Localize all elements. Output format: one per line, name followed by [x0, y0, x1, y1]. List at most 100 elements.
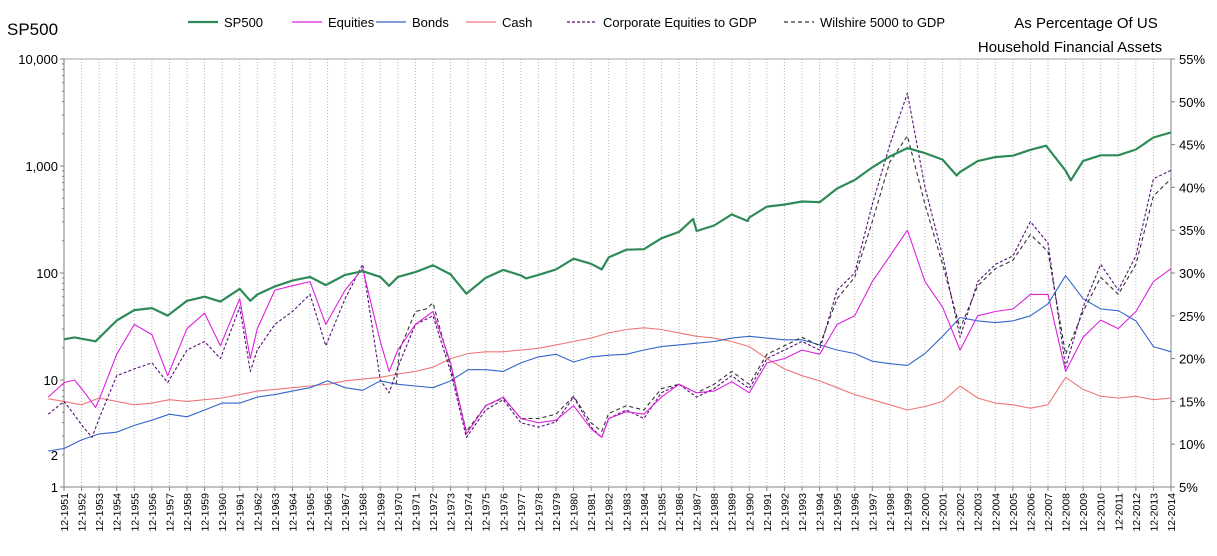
- left-tick-label: 100: [36, 266, 58, 281]
- x-tick-label: 12-1959: [200, 493, 212, 532]
- x-tick-label: 12-1982: [604, 493, 616, 532]
- series-line-wilshire-5000-to-gdp: [395, 135, 1172, 432]
- right-tick-label: 55%: [1179, 52, 1205, 67]
- left-tick-label: 10: [44, 373, 58, 388]
- x-tick-label: 12-2005: [1008, 493, 1020, 532]
- right-axis-title-line2: Household Financial Assets: [978, 39, 1162, 56]
- x-tick-label: 12-1969: [375, 493, 387, 532]
- x-tick-label: 12-1981: [586, 493, 598, 532]
- x-tick-label: 12-1970: [393, 493, 405, 532]
- x-tick-label: 12-1968: [358, 493, 370, 532]
- x-tick-label: 12-1960: [217, 493, 229, 532]
- x-tick-label: 12-2003: [973, 493, 985, 532]
- x-tick-label: 12-1996: [850, 493, 862, 532]
- x-tick-label: 12-1977: [516, 493, 528, 532]
- x-tick-label: 12-1980: [569, 493, 581, 532]
- x-tick-label: 12-2014: [1166, 493, 1178, 532]
- right-tick-label: 50%: [1179, 95, 1205, 110]
- x-tick-label: 12-1986: [674, 493, 686, 532]
- x-tick-label: 12-1979: [551, 493, 563, 532]
- x-tick-label: 12-1954: [112, 493, 124, 532]
- x-tick-label: 12-2007: [1043, 493, 1055, 532]
- x-tick-label: 12-1957: [164, 493, 176, 532]
- x-tick-label: 12-1965: [305, 493, 317, 532]
- series-line-cash: [48, 327, 1172, 411]
- axes: [63, 58, 1172, 488]
- left-axis-title: SP500: [7, 20, 58, 39]
- x-tick-label: 12-1961: [235, 493, 247, 532]
- x-tick-label: 12-1967: [340, 493, 352, 532]
- x-tick-label: 12-1963: [270, 493, 282, 532]
- x-tick-label: 12-2000: [920, 493, 932, 532]
- left-axis-ticks: 1 10 100 1,000 10,000 2: [18, 52, 64, 495]
- right-tick-label: 35%: [1179, 223, 1205, 238]
- legend-label: Wilshire 5000 to GDP: [820, 15, 945, 30]
- right-tick-label: 15%: [1179, 394, 1205, 409]
- x-tick-label: 12-1989: [727, 493, 739, 532]
- right-axis-ticks: 5% 10% 15% 20% 25% 30% 35% 40% 45% 50% 55%: [1171, 52, 1205, 495]
- x-tick-label: 12-1991: [762, 493, 774, 532]
- right-tick-label: 10%: [1179, 437, 1205, 452]
- legend-label: Equities: [328, 15, 375, 30]
- x-tick-label: 12-1990: [744, 493, 756, 532]
- right-tick-label: 30%: [1179, 266, 1205, 281]
- x-tick-label: 12-1997: [867, 493, 879, 532]
- x-tick-label: 12-1964: [287, 493, 299, 532]
- legend: SP500 Equities Bonds Cash Corporate Equities…: [188, 15, 945, 30]
- x-tick-label: 12-1955: [129, 493, 141, 532]
- series-lines: [47, 92, 1172, 452]
- x-tick-label: 12-1995: [832, 493, 844, 532]
- x-tick-label: 12-1951: [59, 493, 71, 532]
- legend-label: SP500: [224, 15, 263, 30]
- legend-label: Cash: [502, 15, 532, 30]
- series-line-bonds: [48, 275, 1172, 452]
- legend-label: Corporate Equities to GDP: [603, 15, 757, 30]
- x-tick-label: 12-1992: [779, 493, 791, 532]
- x-tick-label: 12-2008: [1061, 493, 1073, 532]
- x-tick-label: 12-2012: [1131, 493, 1143, 532]
- series-line-corporate-equities-to-gdp: [47, 92, 1172, 438]
- legend-label: Bonds: [412, 15, 449, 30]
- x-tick-label: 12-2002: [955, 493, 967, 532]
- x-tick-label: 12-2004: [990, 493, 1002, 532]
- right-tick-label: 20%: [1179, 352, 1205, 367]
- x-tick-label: 12-1966: [323, 493, 335, 532]
- right-tick-label: 40%: [1179, 180, 1205, 195]
- right-tick-label: 5%: [1179, 480, 1198, 495]
- x-tick-label: 12-1973: [446, 493, 458, 532]
- x-tick-label: 12-1958: [182, 493, 194, 532]
- x-tick-label: 12-2006: [1025, 493, 1037, 532]
- x-tick-label: 12-1978: [533, 493, 545, 532]
- right-tick-label: 25%: [1179, 309, 1205, 324]
- x-tick-label: 12-1975: [481, 493, 493, 532]
- x-tick-label: 12-2001: [938, 493, 950, 532]
- x-tick-label: 12-1971: [410, 493, 422, 532]
- x-tick-label: 12-1994: [815, 493, 827, 532]
- x-tick-label: 12-1985: [656, 493, 668, 532]
- x-tick-label: 12-1962: [252, 493, 264, 532]
- x-tick-label: 12-1987: [692, 493, 704, 532]
- x-tick-label: 12-1998: [885, 493, 897, 532]
- left-tick-label: 1: [51, 480, 58, 495]
- x-tick-label: 12-2010: [1096, 493, 1108, 532]
- x-tick-label: 12-1983: [621, 493, 633, 532]
- x-tick-label: 12-1972: [428, 493, 440, 532]
- x-tick-label: 12-1999: [902, 493, 914, 532]
- x-tick-label: 12-2011: [1113, 493, 1125, 531]
- left-tick-label: 1,000: [25, 159, 58, 174]
- x-tick-label: 12-1993: [797, 493, 809, 532]
- x-tick-label: 12-1956: [147, 493, 159, 532]
- left-tick-label: 2: [51, 448, 58, 463]
- x-tick-label: 12-1988: [709, 493, 721, 532]
- x-axis-ticks: 12-1951 12-1952 12-1953 12-1954 12-1955 12-19…: [59, 487, 1178, 532]
- x-tick-label: 12-1984: [639, 493, 651, 532]
- series-line-equities: [47, 229, 1172, 438]
- right-tick-label: 45%: [1179, 138, 1205, 153]
- x-tick-label: 12-1953: [94, 493, 106, 532]
- x-tick-label: 12-1974: [463, 493, 475, 532]
- x-tick-label: 12-2013: [1148, 493, 1160, 532]
- right-axis-title-line1: As Percentage Of US: [1014, 15, 1157, 32]
- series-line-sp500: [63, 131, 1172, 343]
- x-tick-label: 12-1976: [498, 493, 510, 532]
